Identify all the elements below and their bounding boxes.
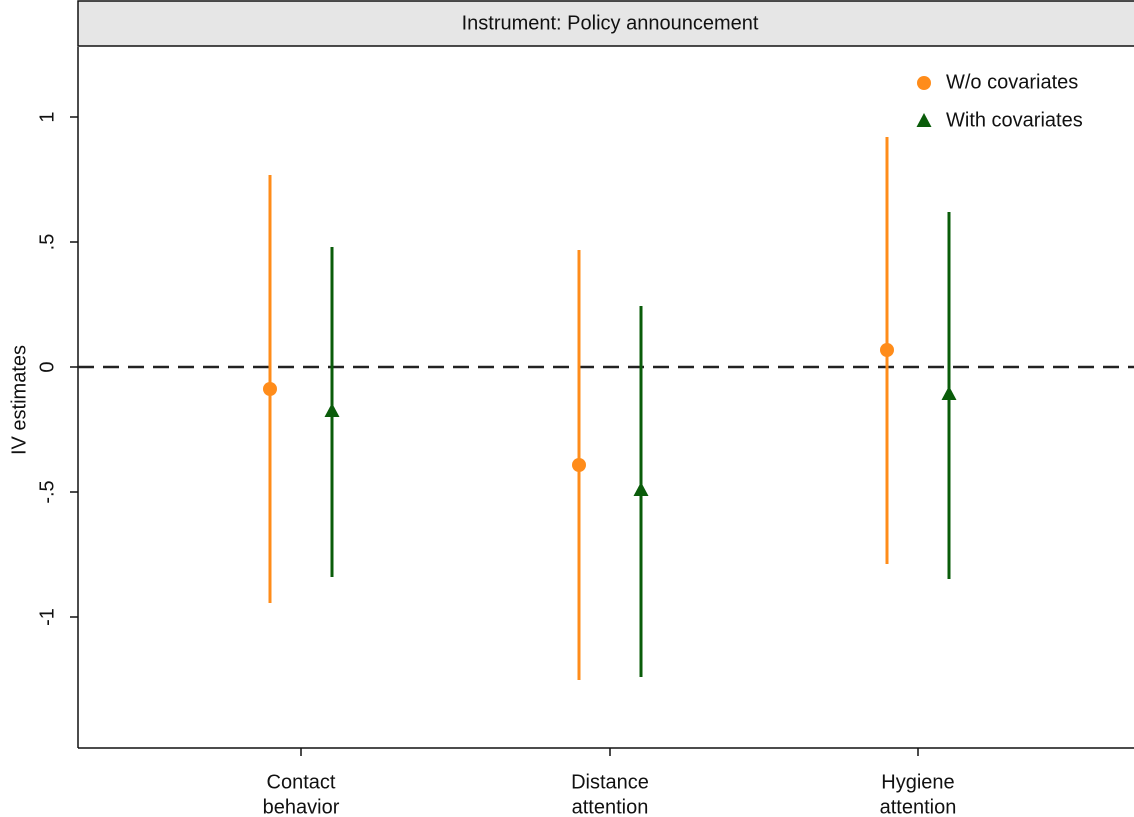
point [880,343,894,357]
panel-strip [77,0,1134,47]
point [263,382,277,396]
legend-label: With covariates [946,109,1083,131]
y-tick-label: 0 [36,361,58,372]
point [941,386,957,400]
legend-marker [916,113,932,127]
x-tick-label: attention [572,796,649,817]
y-tick-label: .5 [36,234,58,251]
y-tick-label: 1 [36,111,58,122]
x-tick-label: Contact [267,771,336,793]
x-tick-label: attention [880,796,957,817]
y-tick-label: -.5 [36,480,58,503]
point [324,403,340,417]
point [633,482,649,496]
x-tick-label: behavior [263,796,340,817]
y-tick-label: -1 [36,608,58,626]
legend-marker [917,76,931,90]
point [572,458,586,472]
panel-title: Instrument: Policy announcement [462,12,759,34]
x-tick-label: Distance [571,771,649,793]
legend-label: W/o covariates [946,71,1078,93]
y-axis-label: IV estimates [8,345,30,455]
x-tick-label: Hygiene [881,771,954,793]
